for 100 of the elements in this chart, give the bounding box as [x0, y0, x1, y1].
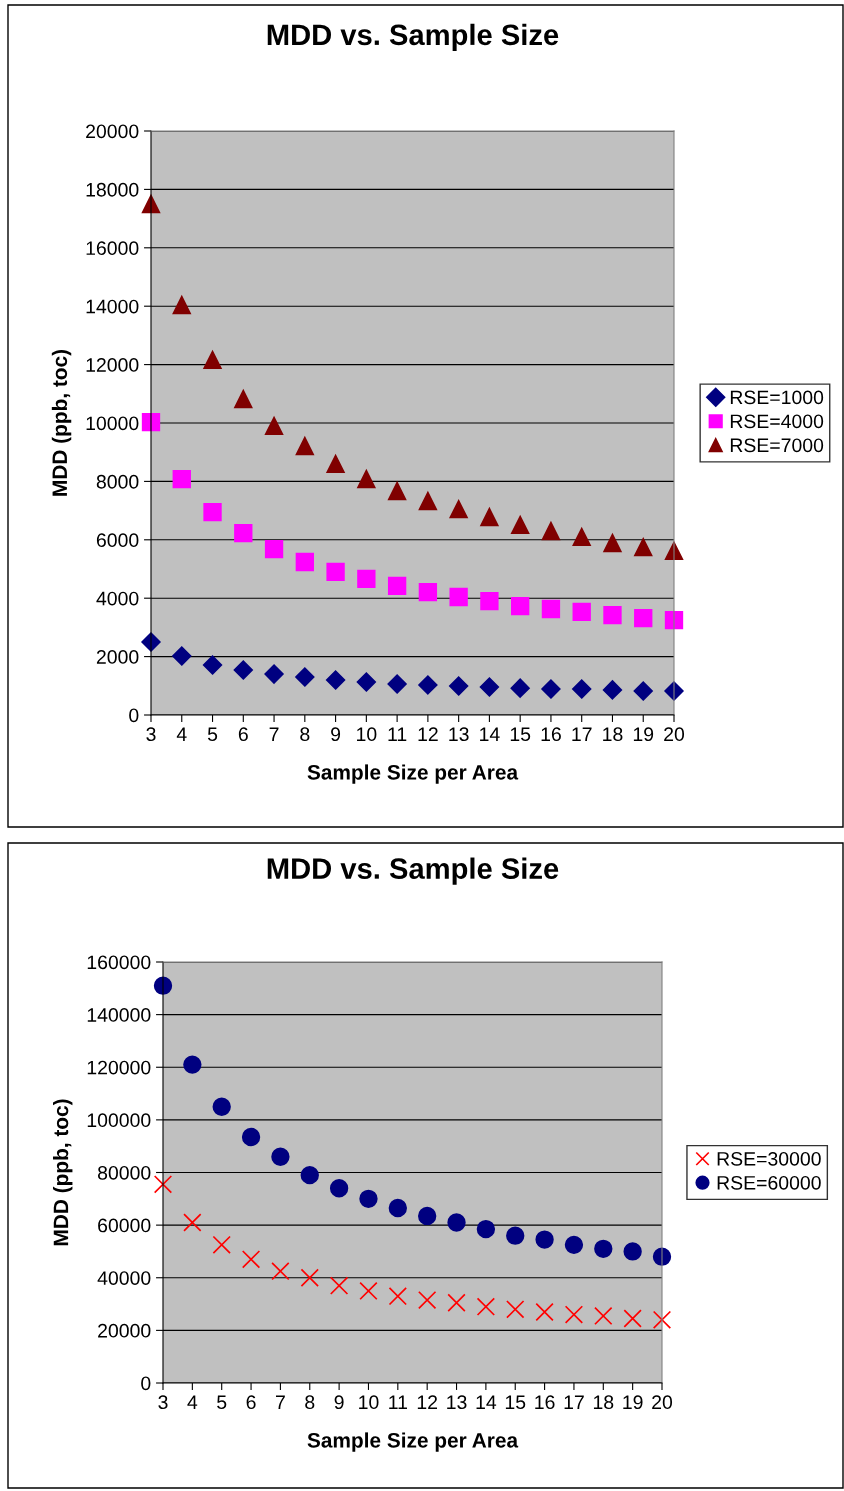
x-tick-label: 19: [633, 727, 654, 742]
x-tick-label: 14: [480, 727, 500, 741]
y-tick-label: 16000: [86, 241, 139, 256]
point: [271, 1147, 290, 1166]
x-tick-label: 8: [300, 727, 310, 742]
x-tick-label: 9: [334, 1395, 344, 1410]
point: [264, 664, 284, 684]
point: [234, 389, 253, 409]
x-tick-label: 5: [207, 727, 218, 742]
point: [356, 672, 377, 692]
y-tick-label: 10000: [86, 416, 139, 431]
point: [506, 1226, 525, 1245]
x-tick-label: 7: [276, 1395, 285, 1409]
x-tick-label: 12: [417, 1395, 438, 1409]
x-tick-label: 16: [535, 1395, 555, 1410]
legend-label: RSE=7000: [730, 438, 824, 453]
point: [300, 1268, 319, 1287]
point: [506, 1300, 525, 1319]
point: [535, 1230, 554, 1249]
point: [329, 1179, 349, 1198]
y-tick-label: 160000: [87, 955, 151, 970]
point: [572, 679, 592, 699]
y-tick-label: 14000: [86, 299, 139, 314]
point: [623, 1242, 642, 1261]
legend-label: RSE=4000: [730, 414, 824, 429]
point: [326, 454, 345, 474]
x-tick-label: 10: [357, 727, 377, 742]
y-tick-label: 140000: [87, 1008, 151, 1022]
point: [295, 552, 314, 572]
point: [212, 1097, 231, 1116]
x-tick-label: 5: [217, 1395, 227, 1410]
point: [447, 1293, 466, 1312]
x-axis-title: Sample Size per Area: [307, 1432, 519, 1452]
point: [203, 502, 222, 522]
point: [172, 646, 192, 666]
chart-title: MDD vs. Sample Size: [267, 857, 559, 885]
x-tick-label: 4: [187, 1395, 198, 1409]
point: [359, 1189, 378, 1208]
point: [172, 295, 191, 315]
x-tick-label: 12: [418, 727, 438, 741]
point: [418, 1206, 437, 1226]
point: [594, 1239, 613, 1258]
x-tick-label: 17: [564, 1395, 584, 1409]
point: [241, 1127, 261, 1147]
point: [541, 599, 561, 619]
point: [480, 507, 499, 527]
x-tick-label: 7: [269, 727, 279, 741]
point: [388, 1287, 407, 1306]
point: [652, 1310, 672, 1330]
point: [623, 1309, 642, 1328]
x-tick-label: 9: [331, 727, 341, 742]
point: [387, 481, 407, 501]
point: [449, 587, 468, 607]
point: [241, 1250, 261, 1269]
y-tick-label: 18000: [86, 182, 139, 197]
point: [203, 350, 222, 370]
x-tick-label: 13: [447, 1395, 467, 1410]
point: [141, 412, 161, 432]
point: [572, 527, 591, 547]
point: [418, 1290, 437, 1310]
x-tick-label: 15: [510, 727, 531, 742]
point: [449, 499, 468, 519]
chart-title: MDD vs. Sample Size: [267, 23, 559, 51]
point: [633, 681, 653, 701]
point: [295, 436, 314, 456]
y-tick-label: 0: [141, 1376, 151, 1391]
x-tick-label: 3: [158, 1395, 168, 1410]
point: [264, 539, 284, 559]
point: [264, 416, 284, 436]
point: [603, 533, 622, 553]
point: [418, 675, 438, 695]
y-tick-label: 4000: [96, 591, 139, 606]
point: [326, 562, 345, 582]
point: [271, 1262, 290, 1281]
x-tick-label: 17: [572, 727, 592, 741]
legend-label: RSE=30000: [717, 1151, 821, 1166]
point: [357, 469, 376, 489]
x-tick-label: 3: [146, 727, 156, 742]
point: [541, 679, 561, 699]
y-tick-label: 60000: [98, 1218, 151, 1233]
y-tick-label: 20000: [86, 124, 139, 139]
point: [357, 569, 376, 589]
legend-label: RSE=60000: [717, 1175, 821, 1190]
point: [183, 1213, 202, 1232]
point: [447, 1213, 466, 1232]
point: [541, 521, 561, 541]
y-axis-title: MDD (ppb, toc): [51, 349, 72, 496]
point: [479, 677, 500, 697]
y-tick-label: 0: [129, 708, 139, 723]
x-tick-label: 4: [176, 727, 187, 741]
point: [602, 680, 623, 700]
point: [418, 491, 438, 511]
point: [448, 676, 469, 696]
point: [572, 602, 591, 622]
x-tick-label: 15: [505, 1395, 526, 1410]
point: [172, 469, 191, 489]
y-tick-label: 2000: [96, 650, 139, 664]
y-tick-label: 8000: [96, 474, 139, 489]
point: [233, 660, 253, 680]
point: [387, 576, 407, 596]
